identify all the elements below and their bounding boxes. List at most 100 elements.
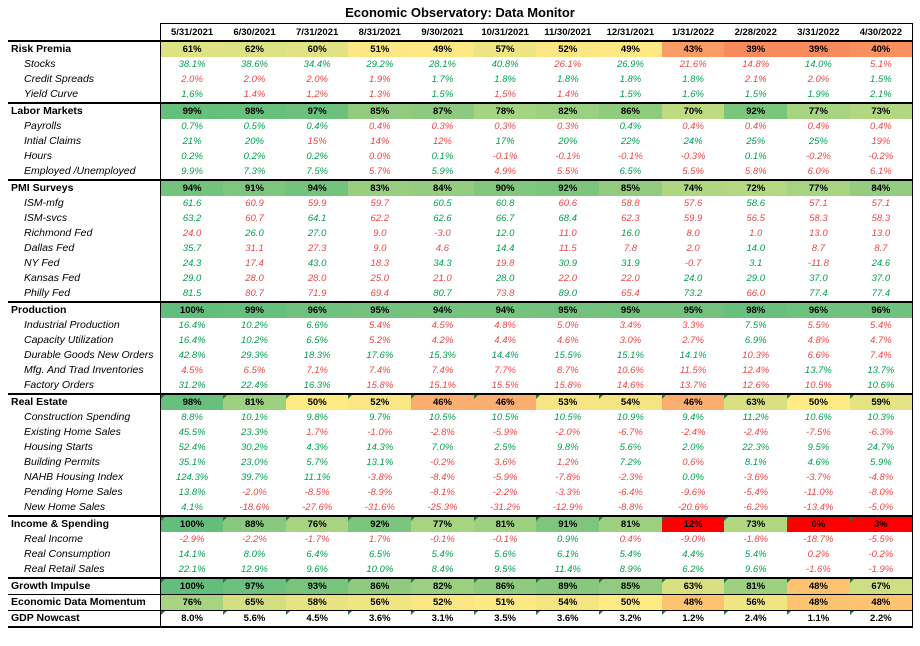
section-value-cell: 39% [724,41,788,57]
metric-value-cell: 37.0 [809,273,828,284]
metric-value-cell: 13.7% [849,363,913,378]
metric-value-cell: 37.0 [849,271,913,286]
metric-value-cell: 1.5% [849,72,913,87]
metric-value-cell: 43.0 [307,258,327,269]
date-header-cell: 8/31/2021 [348,23,412,42]
metric-value-cell: 22.1% [178,564,206,575]
metric-value-cell: 0.4% [849,119,913,134]
section-value-cell: 40% [849,41,913,57]
page-title: Economic Observatory: Data Monitor [345,5,575,20]
corner-cell [8,23,161,42]
metric-value-cell: 15.1% [428,380,456,391]
metric-row: NY Fed 24.3 17.4 43.0 18.3 34.3 19.8 30.9 31.9 -0… [8,256,913,271]
metric-value-cell: 5.9% [431,166,454,177]
metric-value-cell: 12% [432,136,452,147]
metric-value-cell: 10.2% [241,335,268,346]
metric-value-cell: 0.0% [368,151,391,162]
metric-value-cell: 7.8 [623,243,638,254]
metric-value-cell: 14.3% [366,442,394,453]
metric-value-cell: 11.1% [304,472,331,483]
metric-value-cell: 9.6% [744,564,767,575]
metric-value-cell: 0.2% [807,549,830,560]
metric-value-cell: 9.8% [556,442,579,453]
metric-value-cell: 60.7 [245,213,264,224]
metric-row: ISM-svcs 63.2 60.7 64.1 62.2 62.6 66.7 68.4 62.3… [8,211,913,226]
metric-row: Dallas Fed 35.7 31.1 27.3 9.0 4.6 14.4 11.5 7.8 2… [8,241,913,256]
metric-value-cell: 30.2% [241,442,268,453]
metric-value-cell: 5.9% [849,455,913,470]
metric-value-cell: 69.4 [370,288,390,299]
metric-value-cell: 59.7 [370,198,390,209]
metric-value-cell: -9.0% [680,534,706,545]
section-row: Income & Spending 100% 88% 76% 92% 77% 81% 91% 8… [8,515,913,532]
date-header-cell: 10/31/2021 [473,23,537,42]
metric-row: Building Permits 35.1% 23.0% 5.7% 13.1% -0.2%… [8,455,913,470]
section-value-cell: 74% [661,179,725,196]
metric-value-cell: 2.0% [682,442,704,453]
metric-value-cell: 57.1 [849,196,913,211]
metric-value-cell: -0.1% [430,534,455,545]
metric-row: Stocks 38.1% 38.6% 34.4% 29.2% 28.1% 40.8% 26.1… [8,57,913,72]
metric-value-cell: 5.5% [807,320,830,331]
metric-value-cell: 62.6 [433,213,452,224]
metric-value-cell: 2.1% [744,74,767,85]
section-value-cell: 85% [599,179,662,196]
section-value-cell: 8.0% [160,610,224,627]
metric-label: ISM-mfg [8,196,161,211]
metric-value-cell: 1.4% [556,89,579,100]
metric-label: Yield Curve [8,87,161,103]
metric-value-cell: 20% [558,136,578,147]
section-value-cell: 92% [536,179,600,196]
metric-value-cell: -13.4% [803,502,834,513]
date-header-row: 5/31/2021 6/30/2021 7/31/2021 8/31/2021 9/30… [8,23,913,42]
metric-value-cell: 14.1% [679,350,707,361]
metric-value-cell: -2.2% [492,487,518,498]
metric-value-cell: 2.0% [243,74,266,85]
metric-value-cell: 0.2% [243,151,266,162]
metric-value-cell: 19.8 [495,258,515,269]
metric-value-cell: 59.9 [683,213,703,224]
metric-value-cell: 10.9% [616,412,644,423]
metric-value-cell: 4.5% [181,365,203,376]
section-value-cell: 61% [160,41,224,57]
metric-value-cell: 7.7% [494,365,516,376]
metric-value-cell: 35.7 [182,243,202,254]
metric-label: NY Fed [8,256,161,271]
metric-value-cell: 73.8 [495,288,515,299]
metric-value-cell: -0.2% [849,149,913,164]
section-value-cell: 78% [473,102,537,119]
metric-value-cell: 14.0% [804,59,832,70]
metric-value-cell: 6.1% [849,164,913,180]
metric-value-cell: -0.1% [555,151,581,162]
metric-row: ISM-mfg 61.6 60.9 59.9 59.7 60.5 60.8 60.6 58.8 5… [8,196,913,211]
metric-value-cell: -0.1% [618,151,643,162]
metric-value-cell: 39.7% [241,472,268,483]
metric-row: Philly Fed 81.5 80.7 71.9 69.4 80.7 73.8 89.0 65… [8,286,913,302]
section-value-cell: 48% [787,577,850,595]
metric-value-cell: -0.3% [680,151,706,162]
section-value-cell: 98% [223,102,286,119]
metric-value-cell: 13.0 [809,228,828,239]
metric-value-cell: 10.6% [616,365,644,376]
section-value-cell: 12% [661,515,725,532]
metric-value-cell: -5.9% [492,472,518,483]
date-header-cell: 5/31/2021 [160,23,224,42]
metric-value-cell: 5.4% [431,549,454,560]
section-value-cell: 48% [661,594,725,611]
metric-value-cell: 11.2% [742,412,769,423]
section-value-cell: 52% [536,41,600,57]
metric-value-cell: 2.0% [306,74,328,85]
metric-row: Real Retail Sales 22.1% 12.9% 9.6% 10.0% 8.4%… [8,562,913,578]
metric-value-cell: 57.6 [683,198,703,209]
metric-value-cell: 60.5 [433,198,452,209]
metric-value-cell: 7.1% [306,365,328,376]
metric-value-cell: 5.8% [744,166,767,177]
metric-value-cell: -1.9% [849,562,913,578]
metric-value-cell: 9.8% [306,412,328,423]
metric-label: Durable Goods New Orders [8,348,161,363]
metric-value-cell: 13.1% [366,457,394,468]
metric-value-cell: 22% [620,136,640,147]
metric-value-cell: 22.0 [558,273,578,284]
section-value-cell: 87% [411,102,474,119]
metric-value-cell: 1.4% [243,89,266,100]
